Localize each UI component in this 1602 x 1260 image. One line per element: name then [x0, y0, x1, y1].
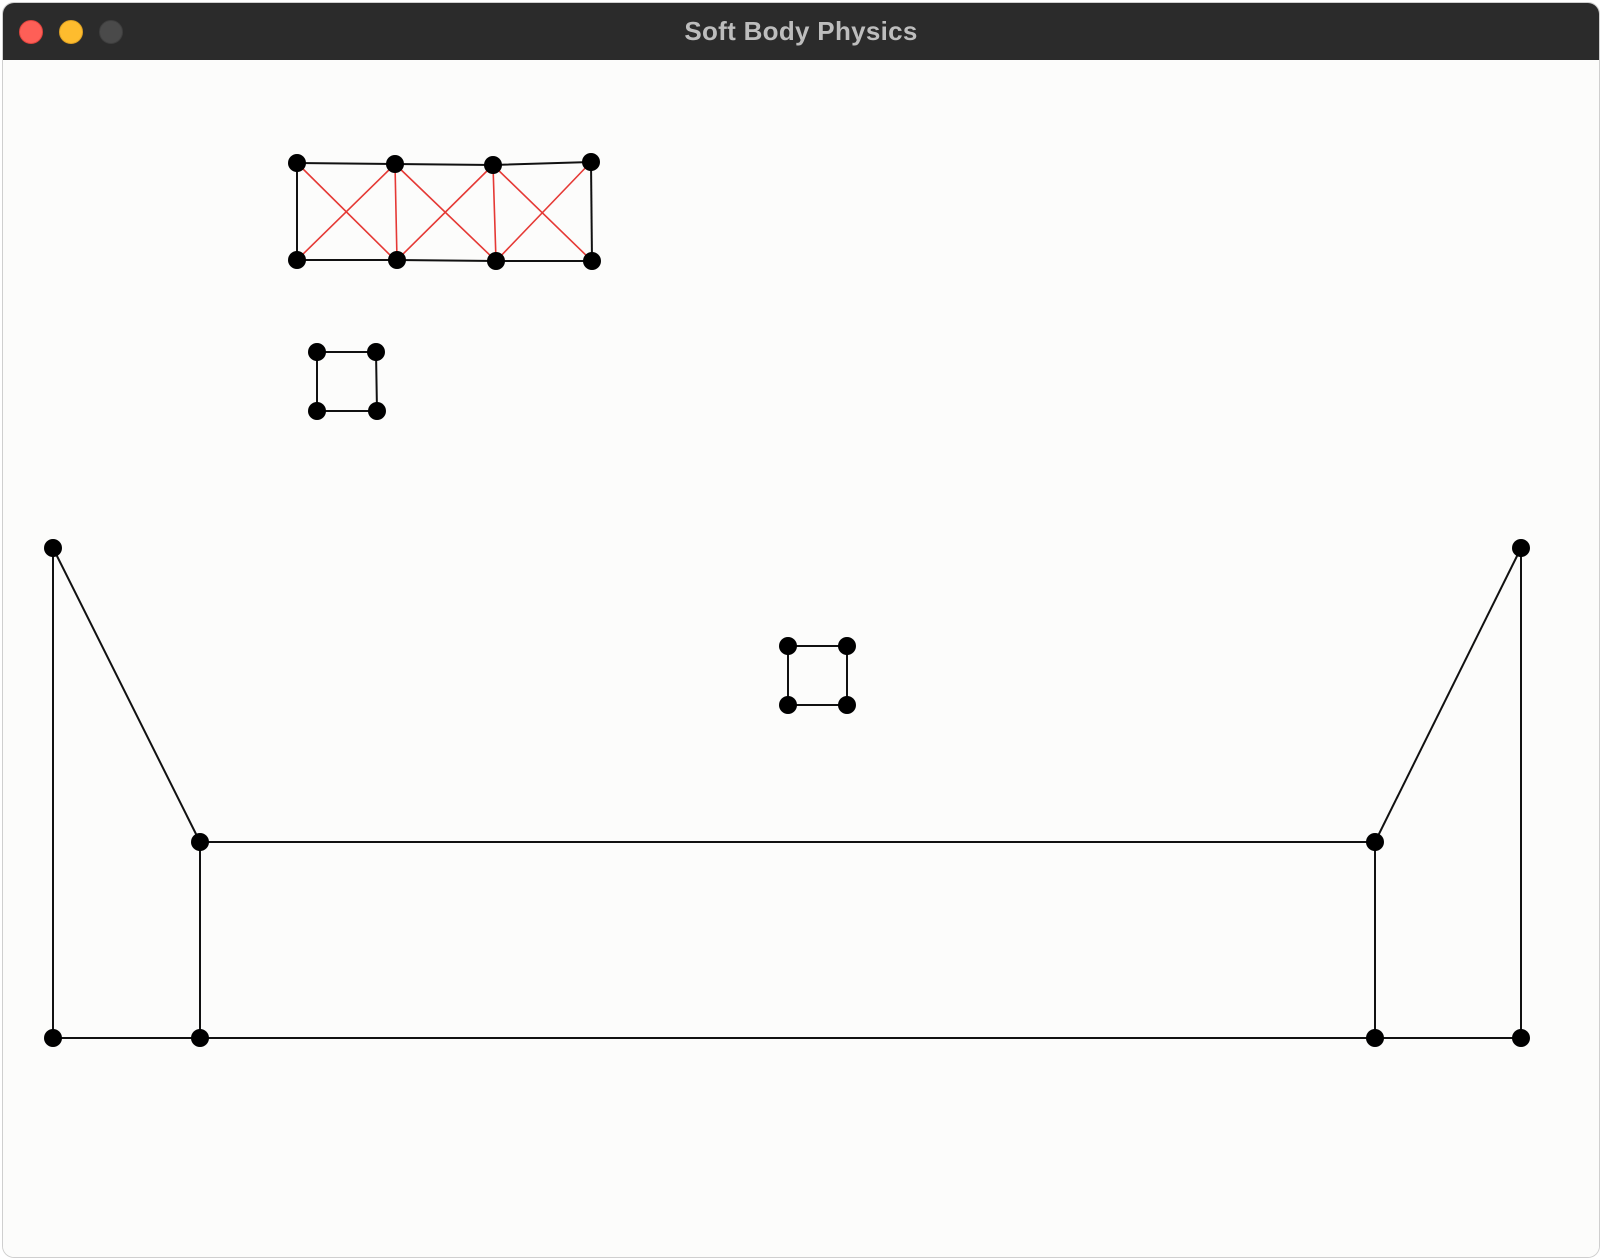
node [1366, 833, 1384, 851]
node [288, 251, 306, 269]
node [44, 1029, 62, 1047]
node [779, 696, 797, 714]
edge [52, 547, 201, 843]
edge [297, 259, 592, 262]
node [191, 833, 209, 851]
node [583, 252, 601, 270]
node [1512, 539, 1530, 557]
node [368, 402, 386, 420]
node [487, 252, 505, 270]
spring [394, 163, 398, 261]
truss-springs [296, 161, 593, 262]
node [367, 343, 385, 361]
node [779, 637, 797, 655]
node [191, 1029, 209, 1047]
square-body-2[interactable] [779, 637, 856, 714]
container-static-body [44, 539, 1530, 1047]
square-body-1[interactable] [308, 343, 386, 420]
spring [396, 164, 494, 261]
edge [296, 161, 592, 167]
simulation-canvas[interactable] [3, 60, 1599, 1257]
node [484, 156, 502, 174]
node [288, 154, 306, 172]
title-bar[interactable]: Soft Body Physics [3, 3, 1599, 61]
truss-edges [296, 161, 593, 262]
minimize-button[interactable] [59, 20, 83, 44]
node [838, 637, 856, 655]
node [1366, 1029, 1384, 1047]
node [44, 539, 62, 557]
edge [1374, 547, 1522, 843]
node [308, 343, 326, 361]
physics-scene [44, 153, 1530, 1047]
spring [495, 161, 592, 262]
edge [787, 645, 848, 706]
spring [296, 163, 396, 261]
truss-nodes [288, 153, 601, 270]
node [1512, 1029, 1530, 1047]
close-button[interactable] [19, 20, 43, 44]
soft-body-truss[interactable] [288, 153, 601, 270]
edge [316, 351, 379, 412]
zoom-button[interactable] [99, 20, 123, 44]
node [388, 251, 406, 269]
node [308, 402, 326, 420]
edge [590, 161, 593, 262]
node [386, 155, 404, 173]
node [838, 696, 856, 714]
node [582, 153, 600, 171]
window-title: Soft Body Physics [684, 16, 918, 46]
spring [492, 164, 497, 262]
